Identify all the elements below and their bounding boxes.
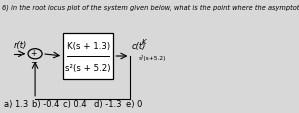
Text: K(s + 1.3): K(s + 1.3)	[67, 42, 110, 51]
Text: s²(s + 5.2): s²(s + 5.2)	[65, 63, 111, 72]
Text: 6) in the root locus plot of the system given below, what is the point where the: 6) in the root locus plot of the system …	[2, 4, 299, 11]
Text: b) -0.4: b) -0.4	[32, 99, 59, 108]
Text: K: K	[141, 39, 146, 45]
Text: r(t): r(t)	[14, 41, 27, 50]
Text: d) -1.3: d) -1.3	[94, 99, 122, 108]
Text: s²(s+5.2): s²(s+5.2)	[138, 55, 166, 61]
FancyBboxPatch shape	[63, 34, 113, 79]
Text: −: −	[30, 58, 37, 67]
Text: e) 0: e) 0	[126, 99, 142, 108]
Text: c) 0.4: c) 0.4	[63, 99, 87, 108]
Text: c(t): c(t)	[132, 42, 146, 51]
Text: +: +	[30, 49, 37, 58]
Text: a) 1.3: a) 1.3	[4, 99, 28, 108]
